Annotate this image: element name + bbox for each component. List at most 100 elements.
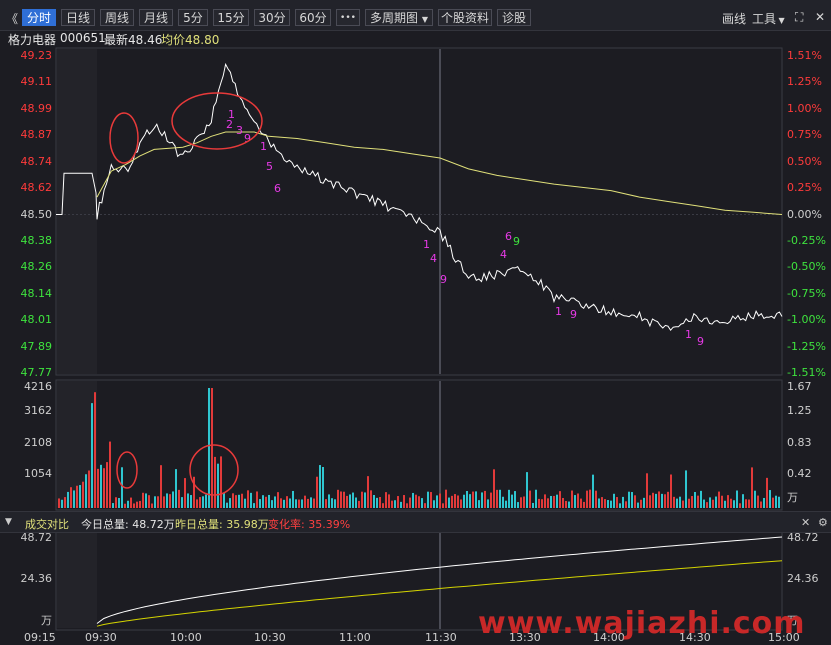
volume-bar bbox=[643, 497, 645, 508]
volume-bar bbox=[262, 495, 264, 508]
volume-bar bbox=[496, 489, 498, 508]
volume-bar bbox=[340, 491, 342, 508]
volume-bar bbox=[226, 502, 228, 508]
volume-bar bbox=[778, 496, 780, 508]
change-rate: 变化率: 35.39% bbox=[268, 518, 351, 531]
pre-open-area bbox=[57, 531, 97, 628]
stock-name: 格力电器 bbox=[8, 33, 57, 47]
close-icon[interactable]: ✕ bbox=[801, 516, 811, 529]
volume-bar bbox=[706, 502, 708, 508]
multi-period-dropdown[interactable]: 多周期图 ▼ bbox=[365, 9, 433, 26]
volume-bar bbox=[82, 481, 84, 508]
volume-bar bbox=[253, 503, 255, 508]
tab-60min[interactable]: 60分 bbox=[295, 9, 331, 26]
fullscreen-icon[interactable]: ⛶ bbox=[795, 10, 804, 24]
volume-bar bbox=[232, 493, 234, 508]
volume-bar bbox=[418, 496, 420, 508]
draw-line-button[interactable]: 画线 bbox=[722, 12, 747, 26]
volume-bar bbox=[145, 493, 147, 508]
stock-info-button[interactable]: 个股资料 bbox=[438, 9, 492, 26]
price-pane bbox=[55, 47, 783, 376]
percent-tick: -1.25% bbox=[787, 339, 826, 353]
price-tick: 48.14 bbox=[20, 286, 53, 300]
volume-bar bbox=[337, 489, 339, 508]
volume-bar bbox=[661, 493, 663, 508]
volume-bar bbox=[376, 497, 378, 508]
tab-5min[interactable]: 5分 bbox=[178, 9, 208, 26]
volume-bar bbox=[193, 476, 195, 508]
volume-bar bbox=[499, 489, 501, 508]
volume-bar bbox=[406, 503, 408, 508]
volume-bar bbox=[169, 494, 171, 508]
percent-tick: 0.75% bbox=[787, 128, 822, 142]
volume-bar bbox=[304, 495, 306, 508]
annotation-circle bbox=[109, 112, 139, 164]
volume-bar bbox=[676, 498, 678, 508]
close-icon[interactable]: ✕ bbox=[815, 10, 826, 24]
volume-bar bbox=[628, 491, 630, 508]
compare-axis-right-top: 48.72 bbox=[787, 531, 819, 544]
volume-bar bbox=[388, 494, 390, 508]
chevron-left-icon[interactable]: 《 bbox=[6, 12, 19, 26]
volume-bar bbox=[61, 499, 63, 508]
volume-bar bbox=[775, 495, 777, 508]
volume-bar bbox=[247, 490, 249, 508]
tab-weekly[interactable]: 周线 bbox=[100, 9, 134, 26]
volume-bar bbox=[175, 469, 177, 508]
volume-bar bbox=[712, 499, 714, 508]
volume-bar bbox=[271, 500, 273, 508]
signal-marker: 1 bbox=[685, 328, 692, 341]
more-button[interactable]: ••• bbox=[336, 9, 360, 26]
price-tick: 48.62 bbox=[20, 181, 53, 195]
signal-marker: 1 bbox=[260, 140, 267, 153]
annotation-circle bbox=[171, 92, 263, 150]
triangle-down-icon[interactable]: ▼ bbox=[5, 517, 12, 527]
tab-timeshare[interactable]: 分时 bbox=[22, 9, 56, 26]
volume-bar bbox=[436, 495, 438, 508]
compare-axis-right-unit: 万 bbox=[787, 614, 798, 627]
percent-tick: -0.75% bbox=[787, 286, 826, 300]
volume-bar bbox=[526, 472, 528, 508]
percent-tick: -1.51% bbox=[787, 366, 826, 379]
tab-30min[interactable]: 30分 bbox=[254, 9, 290, 26]
volume-bar bbox=[307, 498, 309, 508]
volume-bar bbox=[691, 496, 693, 508]
volume-bar bbox=[583, 501, 585, 508]
volume-bar bbox=[466, 490, 468, 508]
volume-bar bbox=[667, 491, 669, 508]
gear-icon[interactable]: ⚙ bbox=[818, 516, 828, 529]
volume-bar bbox=[709, 497, 711, 508]
volume-bar bbox=[334, 499, 336, 508]
volume-bar bbox=[364, 492, 366, 508]
volume-bar bbox=[514, 491, 516, 508]
volume-bar bbox=[151, 503, 153, 508]
volume-bar bbox=[559, 491, 561, 508]
time-tick: 09:30 bbox=[85, 631, 117, 644]
pre-open-area bbox=[57, 49, 97, 374]
volume-bar bbox=[568, 501, 570, 508]
volume-bar bbox=[454, 494, 456, 508]
volume-bar bbox=[136, 501, 138, 508]
signal-marker: 1 bbox=[423, 238, 430, 251]
diagnose-button[interactable]: 诊股 bbox=[497, 9, 531, 26]
signal-marker: 9 bbox=[440, 273, 447, 286]
volume-bar bbox=[571, 490, 573, 508]
volume-bar bbox=[352, 492, 354, 508]
tab-15min[interactable]: 15分 bbox=[213, 9, 249, 26]
time-tick: 10:30 bbox=[254, 631, 286, 644]
volume-bar bbox=[517, 502, 519, 508]
volume-bar bbox=[700, 490, 702, 508]
volume-bar bbox=[772, 497, 774, 508]
volume-bar bbox=[646, 473, 648, 508]
tab-daily[interactable]: 日线 bbox=[61, 9, 95, 26]
price-tick: 48.38 bbox=[20, 233, 53, 247]
tab-monthly[interactable]: 月线 bbox=[139, 9, 173, 26]
tools-menu[interactable]: 工具 ▼ bbox=[752, 10, 785, 27]
volume-tick: 1054 bbox=[24, 467, 52, 480]
time-tick: 10:00 bbox=[170, 631, 202, 644]
volume-bar bbox=[184, 478, 186, 508]
volume-bar bbox=[217, 463, 219, 508]
volume-tick: 2108 bbox=[24, 436, 52, 449]
volume-bar bbox=[733, 500, 735, 508]
